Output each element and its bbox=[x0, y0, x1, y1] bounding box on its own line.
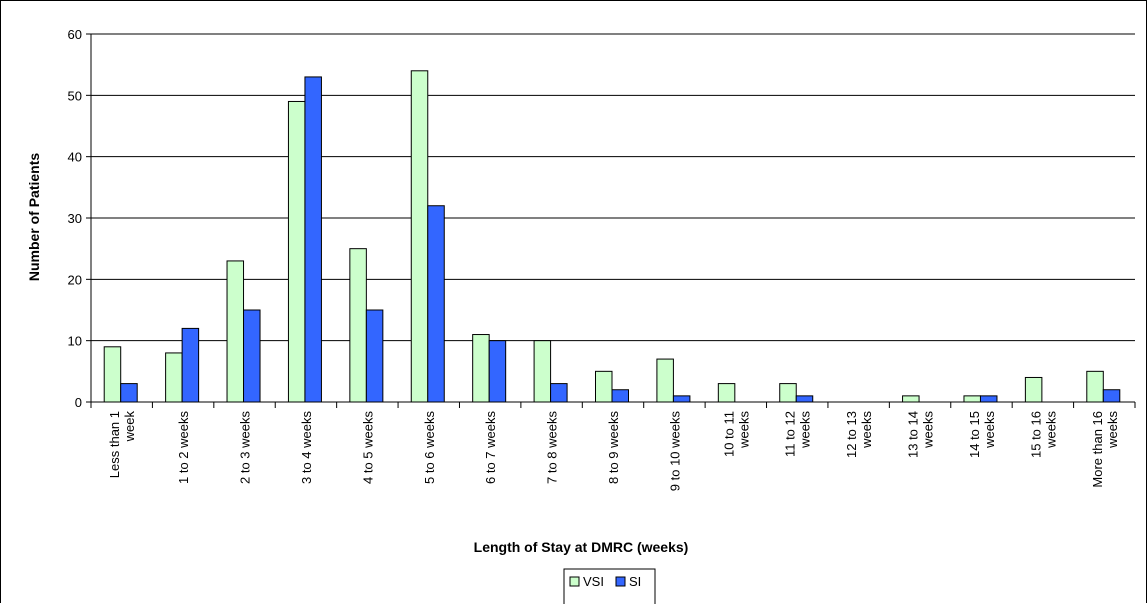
bar-si bbox=[304, 76, 322, 403]
legend-swatch-si bbox=[615, 576, 626, 587]
bar-si bbox=[243, 309, 261, 403]
bar-si bbox=[488, 340, 507, 403]
x-tick-label: 15 to 16 bbox=[1028, 411, 1043, 458]
bar-vsi bbox=[963, 395, 981, 403]
axes bbox=[86, 33, 1136, 408]
bar-vsi bbox=[103, 346, 122, 403]
legend-swatch-vsi bbox=[569, 576, 580, 587]
x-tick-label: week bbox=[122, 411, 137, 443]
x-tick-label: 4 to 5 weeks bbox=[360, 411, 375, 484]
x-tick-label: weeks bbox=[798, 411, 813, 449]
bar-vsi bbox=[1024, 376, 1043, 403]
y-tick-label: 50 bbox=[68, 88, 82, 103]
x-tick-label: weeks bbox=[859, 411, 874, 449]
bar-vsi bbox=[1086, 370, 1104, 403]
x-tick-label: More than 16 bbox=[1090, 411, 1105, 488]
x-tick-label: Less than 1 bbox=[107, 411, 122, 478]
bar-vsi bbox=[349, 248, 367, 403]
bar-si bbox=[672, 395, 691, 403]
x-tick-label: 2 to 3 weeks bbox=[238, 411, 253, 484]
y-axis-title: Number of Patients bbox=[26, 153, 42, 282]
x-axis-title: Length of Stay at DMRC (weeks) bbox=[474, 539, 689, 555]
bar-vsi bbox=[472, 334, 490, 403]
x-tick-label: 10 to 11 bbox=[721, 411, 736, 457]
bar-si bbox=[427, 205, 445, 403]
bars bbox=[103, 70, 1121, 403]
y-tick-label: 30 bbox=[68, 211, 82, 226]
bar-vsi bbox=[165, 352, 183, 403]
x-tick-label: 14 to 15 bbox=[967, 411, 982, 458]
bar-vsi bbox=[779, 383, 797, 403]
bar-si bbox=[365, 309, 384, 403]
x-tick-label: weeks bbox=[982, 411, 997, 449]
bar-vsi bbox=[717, 383, 736, 403]
y-tick-label: 60 bbox=[68, 27, 82, 42]
legend-box bbox=[563, 568, 656, 608]
bar-si bbox=[181, 327, 200, 403]
x-tick-label: 6 to 7 weeks bbox=[483, 411, 498, 484]
y-tick-label: 0 bbox=[75, 395, 82, 410]
bar-si bbox=[120, 383, 138, 403]
x-tick-label: weeks bbox=[1105, 411, 1120, 449]
bar-vsi bbox=[226, 260, 245, 403]
x-tick-label: 7 to 8 weeks bbox=[545, 411, 560, 484]
x-tick-label: 5 to 6 weeks bbox=[422, 411, 437, 484]
y-tick-labels: 0 10 20 30 40 50 60 bbox=[68, 27, 82, 410]
bar-si bbox=[795, 395, 814, 403]
x-tick-label: 1 to 2 weeks bbox=[176, 411, 191, 484]
bar-si bbox=[611, 389, 629, 403]
bar-vsi bbox=[902, 395, 920, 403]
x-tick-label: weeks bbox=[1043, 411, 1058, 449]
bar-si bbox=[979, 395, 998, 403]
bar-vsi bbox=[595, 370, 613, 403]
x-tick-labels: Less than 1 week 1 to 2 weeks 2 to 3 weeks 3… bbox=[107, 411, 1120, 492]
x-tick-label: 13 to 14 bbox=[906, 411, 921, 458]
x-tick-label: 11 to 12 bbox=[783, 411, 798, 457]
x-tick-label: 12 to 13 bbox=[844, 411, 859, 458]
y-tick-label: 20 bbox=[68, 272, 82, 287]
x-tick-label: 9 to 10 weeks bbox=[667, 411, 682, 492]
x-tick-label: weeks bbox=[921, 411, 936, 449]
bar-vsi bbox=[287, 100, 306, 403]
legend: VSI SI bbox=[563, 568, 656, 608]
gridlines bbox=[91, 33, 1135, 342]
legend-label-si: SI bbox=[629, 574, 641, 589]
bar-vsi bbox=[656, 358, 674, 403]
bar-vsi bbox=[410, 70, 429, 403]
y-tick-label: 40 bbox=[68, 150, 82, 165]
legend-label-vsi: VSI bbox=[583, 574, 604, 589]
x-tick-label: 3 to 4 weeks bbox=[299, 411, 314, 484]
bar-vsi bbox=[533, 340, 552, 403]
bar-si bbox=[1102, 389, 1121, 403]
bar-si bbox=[550, 383, 568, 403]
x-tick-label: weeks bbox=[736, 411, 751, 449]
y-tick-label: 10 bbox=[68, 334, 82, 349]
x-tick-label: 8 to 9 weeks bbox=[606, 411, 621, 484]
